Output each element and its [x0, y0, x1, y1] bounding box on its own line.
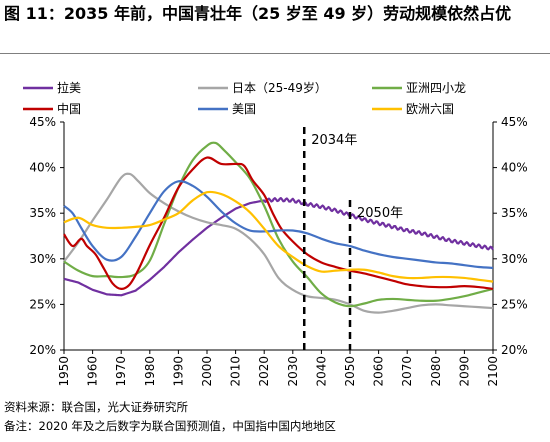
y-tick-label-right: 25%	[501, 297, 528, 311]
x-tick-label: 2090	[457, 356, 471, 387]
x-tick-label: 1990	[171, 356, 185, 387]
y-tick-label-right: 40%	[501, 161, 528, 175]
x-tick-label: 2070	[400, 356, 414, 387]
x-tick-label: 2100	[486, 356, 500, 387]
y-tick-label-left: 30%	[29, 252, 56, 266]
x-tick-label: 2000	[200, 356, 214, 387]
x-tick-label: 2080	[429, 356, 443, 387]
y-tick-label-right: 30%	[501, 252, 528, 266]
legend-label-usa: 美国	[232, 102, 256, 116]
title-divider	[0, 53, 550, 54]
series-line-latin_america	[63, 197, 494, 297]
chart-series	[63, 141, 494, 314]
chart-annotations: 2034年 2050年	[302, 127, 403, 350]
x-tick-label: 2020	[257, 356, 271, 387]
annotation-label-2034: 2034年	[311, 133, 357, 148]
x-tick-label: 2050	[343, 356, 357, 387]
y-tick-label-left: 25%	[29, 297, 56, 311]
footnote: 备注：2020 年及之后数字为联合国预测值，中国指中国内地地区	[4, 419, 336, 433]
chart-title: 图 11：2035 年前，中国青壮年（25 岁至 49 岁）劳动规模依然占优	[4, 4, 512, 23]
legend-label-japan: 日本（25-49岁）	[232, 80, 327, 95]
y-tick-label-right: 20%	[501, 343, 528, 357]
annotation-label-2050: 2050年	[357, 206, 403, 221]
y-tick-label-left: 40%	[29, 161, 56, 175]
x-tick-label: 1970	[114, 356, 128, 387]
legend-label-latin_america: 拉美	[57, 80, 81, 95]
legend-label-asia_four_dragons: 亚洲四小龙	[406, 81, 466, 95]
x-tick-label: 1960	[86, 356, 100, 387]
x-tick-label: 2060	[372, 356, 386, 387]
x-tick-label: 1980	[143, 356, 157, 387]
x-tick-label: 1950	[57, 356, 71, 387]
chart-axes: 45%40%35%30%25%20%45%40%35%30%25%20%1950…	[29, 115, 527, 387]
legend-label-china: 中国	[57, 101, 81, 116]
series-line-japan	[63, 172, 494, 314]
legend-label-euro_six: 欧洲六国	[406, 102, 454, 116]
y-tick-label-left: 45%	[29, 115, 56, 129]
source-note: 资料来源：联合国，光大证券研究所	[4, 400, 188, 414]
y-tick-label-left: 35%	[29, 206, 56, 220]
series-line-usa	[63, 180, 494, 270]
series-line-china	[63, 156, 494, 291]
y-tick-label-right: 45%	[501, 115, 528, 129]
x-tick-label: 2040	[314, 356, 328, 387]
y-tick-label-left: 20%	[29, 343, 56, 357]
series-line-euro_six	[63, 190, 494, 283]
y-tick-label-right: 35%	[501, 206, 528, 220]
x-tick-label: 2030	[286, 356, 300, 387]
x-tick-label: 2010	[229, 356, 243, 387]
